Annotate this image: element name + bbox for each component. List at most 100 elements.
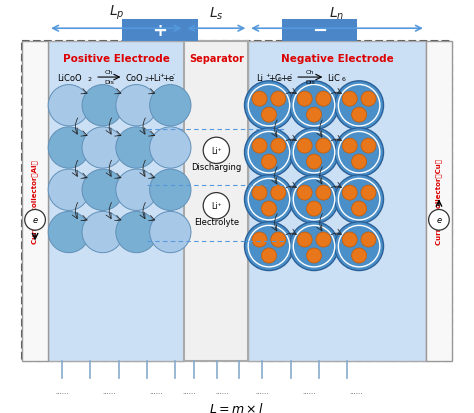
- Text: e: e: [33, 216, 37, 225]
- Bar: [22, 42, 48, 361]
- Circle shape: [352, 108, 366, 123]
- Text: ......: ......: [302, 388, 316, 394]
- Circle shape: [252, 185, 267, 201]
- Circle shape: [262, 108, 276, 123]
- Text: Ch: Ch: [306, 70, 314, 75]
- Circle shape: [361, 92, 376, 107]
- Circle shape: [82, 170, 123, 211]
- Circle shape: [290, 82, 338, 131]
- Circle shape: [316, 139, 331, 154]
- Text: Separator: Separator: [189, 54, 244, 64]
- Text: Dis: Dis: [104, 80, 114, 85]
- Text: ......: ......: [182, 388, 196, 394]
- Text: LiCoO: LiCoO: [58, 74, 82, 82]
- Text: ......: ......: [349, 388, 363, 394]
- Circle shape: [428, 210, 449, 230]
- Text: +: +: [265, 73, 271, 78]
- Text: +e: +e: [280, 74, 292, 82]
- Text: Positive Electrode: Positive Electrode: [63, 54, 170, 64]
- Text: Negative Electrode: Negative Electrode: [281, 54, 393, 64]
- Circle shape: [150, 212, 191, 253]
- Circle shape: [150, 128, 191, 169]
- Text: -: -: [172, 73, 174, 78]
- Circle shape: [271, 233, 286, 247]
- Circle shape: [245, 175, 293, 224]
- Text: Current collector（Cu）: Current collector（Cu）: [436, 159, 442, 244]
- Circle shape: [342, 92, 357, 107]
- Text: 2: 2: [88, 77, 91, 82]
- Bar: [22, 42, 452, 361]
- Circle shape: [361, 185, 376, 201]
- Text: Ch: Ch: [105, 70, 113, 75]
- Circle shape: [271, 92, 286, 107]
- Circle shape: [116, 212, 157, 253]
- Circle shape: [48, 212, 90, 253]
- Bar: [48, 42, 184, 361]
- Circle shape: [150, 170, 191, 211]
- Text: e: e: [437, 216, 441, 225]
- Circle shape: [203, 193, 229, 219]
- Text: $L_s$: $L_s$: [209, 5, 224, 21]
- Circle shape: [271, 139, 286, 154]
- Circle shape: [262, 202, 276, 216]
- Circle shape: [335, 222, 383, 271]
- Text: Li: Li: [256, 74, 263, 82]
- Circle shape: [262, 155, 276, 170]
- Circle shape: [297, 92, 312, 107]
- Text: +e: +e: [162, 74, 174, 82]
- Bar: [122, 20, 198, 42]
- Text: 2: 2: [144, 77, 148, 82]
- Circle shape: [252, 92, 267, 107]
- Text: -: -: [290, 73, 292, 78]
- Text: $L_p$: $L_p$: [109, 3, 124, 21]
- Circle shape: [342, 233, 357, 247]
- Text: 6: 6: [341, 77, 345, 82]
- Text: −: −: [312, 22, 327, 40]
- Circle shape: [316, 92, 331, 107]
- Circle shape: [150, 85, 191, 127]
- Circle shape: [307, 248, 321, 263]
- Circle shape: [82, 85, 123, 127]
- Circle shape: [252, 139, 267, 154]
- Text: Li⁺: Li⁺: [211, 147, 222, 155]
- Circle shape: [307, 108, 321, 123]
- Text: ......: ......: [149, 388, 163, 394]
- Bar: [184, 42, 248, 361]
- Text: +C: +C: [268, 74, 281, 82]
- Circle shape: [316, 233, 331, 247]
- Circle shape: [297, 185, 312, 201]
- Text: CoO: CoO: [125, 74, 143, 82]
- Circle shape: [297, 139, 312, 154]
- Circle shape: [307, 202, 321, 216]
- Circle shape: [297, 233, 312, 247]
- Circle shape: [316, 185, 331, 201]
- Circle shape: [116, 85, 157, 127]
- Circle shape: [290, 175, 338, 224]
- Circle shape: [335, 175, 383, 224]
- Circle shape: [48, 128, 90, 169]
- Circle shape: [361, 233, 376, 247]
- Text: ......: ......: [215, 388, 229, 394]
- Text: $L = m\times l$: $L = m\times l$: [210, 401, 264, 413]
- Text: $L_n$: $L_n$: [329, 5, 345, 21]
- Text: ......: ......: [102, 388, 116, 394]
- Text: Li⁺: Li⁺: [211, 202, 222, 211]
- Circle shape: [352, 155, 366, 170]
- Text: Electrolyte: Electrolyte: [194, 218, 239, 227]
- Text: LiC: LiC: [327, 74, 340, 82]
- Text: 6: 6: [277, 77, 281, 82]
- Circle shape: [335, 82, 383, 131]
- Circle shape: [342, 185, 357, 201]
- Text: Discharging: Discharging: [191, 162, 241, 171]
- Circle shape: [290, 128, 338, 177]
- Circle shape: [48, 170, 90, 211]
- Circle shape: [271, 185, 286, 201]
- Circle shape: [116, 170, 157, 211]
- Circle shape: [48, 85, 90, 127]
- Circle shape: [252, 233, 267, 247]
- Bar: [426, 42, 452, 361]
- Circle shape: [342, 139, 357, 154]
- Circle shape: [82, 212, 123, 253]
- Bar: [248, 42, 426, 361]
- Text: +: +: [159, 73, 164, 78]
